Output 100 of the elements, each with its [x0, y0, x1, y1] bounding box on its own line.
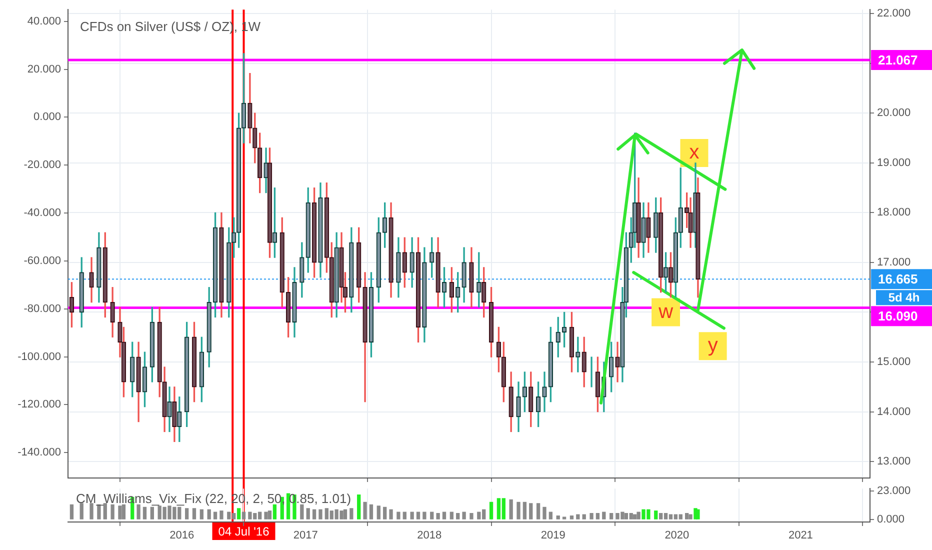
- y2-tick-label: 40.000: [27, 15, 61, 28]
- bar: [118, 506, 122, 520]
- bar: [536, 503, 540, 520]
- y2-tick-label: -60.000: [24, 254, 61, 267]
- text: 5d 4h: [888, 290, 920, 304]
- bar: [516, 502, 520, 520]
- bar: [696, 509, 700, 520]
- bar: [590, 513, 594, 520]
- bar: [684, 513, 689, 520]
- bar: [207, 509, 211, 520]
- y-tick-label: 19.000: [877, 156, 911, 169]
- ref-line-label: 16.665: [878, 272, 918, 287]
- bar: [462, 512, 466, 520]
- bar: [442, 512, 446, 520]
- bar: [213, 512, 218, 520]
- y2-tick-label: -140.000: [18, 446, 61, 459]
- bar: [220, 510, 224, 520]
- bar: [422, 512, 426, 520]
- bar: [268, 510, 272, 520]
- bar: [636, 512, 640, 520]
- annotation: y: [708, 334, 718, 357]
- bar: [654, 510, 658, 520]
- bar: [363, 502, 367, 520]
- x-tick-label: 2016: [170, 530, 194, 542]
- y-tick-label: 17.000: [877, 256, 911, 268]
- y2-tick-label: -20.000: [24, 159, 61, 172]
- y-tick-label: 23.000: [877, 485, 911, 498]
- y2-tick-label: 0.000: [33, 111, 61, 124]
- bar: [236, 508, 241, 520]
- bar: [489, 502, 494, 520]
- bar: [450, 512, 454, 520]
- x-tick-label: 2021: [788, 530, 813, 542]
- bar: [383, 506, 387, 520]
- y2-tick-label: 20.000: [27, 63, 61, 76]
- bar: [70, 504, 74, 520]
- y-tick-label: 14.000: [877, 406, 911, 418]
- bar: [542, 506, 546, 520]
- bar: [136, 504, 140, 520]
- bar: [416, 512, 420, 520]
- y-tick-label: 18.000: [877, 206, 911, 219]
- ref-line-label: 04 Jul '16: [218, 524, 270, 538]
- x-tick-label: 2019: [540, 530, 566, 542]
- bar: [306, 508, 310, 520]
- bar: [410, 512, 414, 520]
- bar: [350, 508, 354, 520]
- bar: [184, 508, 189, 520]
- bar: [610, 513, 614, 520]
- bar: [396, 512, 400, 520]
- bar: [522, 502, 527, 520]
- bar: [376, 506, 380, 520]
- annotation: w: [658, 300, 674, 323]
- bar: [602, 512, 606, 520]
- bar: [264, 512, 268, 520]
- bar: [300, 504, 304, 520]
- y-tick-label: 20.000: [877, 107, 911, 120]
- bar: [312, 509, 316, 520]
- y2-tick-label: -120.000: [18, 398, 61, 411]
- y-tick-label: 0.000: [877, 514, 905, 526]
- bar: [142, 506, 147, 520]
- bar: [556, 515, 560, 520]
- y2-tick-label: -100.000: [18, 350, 61, 363]
- bar: [456, 513, 460, 520]
- bar: [389, 509, 393, 520]
- y2-tick-label: -40.000: [24, 207, 61, 220]
- bar: [430, 512, 434, 520]
- x-tick-label: 2020: [664, 530, 690, 542]
- bar: [509, 499, 513, 520]
- y-tick-label: 22.000: [877, 8, 911, 20]
- bar: [242, 512, 246, 520]
- bar: [548, 512, 553, 520]
- bar: [596, 513, 600, 520]
- bar: [200, 509, 204, 520]
- bar: [369, 504, 374, 520]
- bar: [122, 504, 126, 520]
- bar: [150, 506, 154, 520]
- x-tick-label: 2018: [417, 530, 442, 542]
- bar: [562, 516, 566, 520]
- y-tick-label: 15.000: [877, 356, 911, 368]
- ref-line-label: 21.067: [878, 52, 918, 68]
- x-tick-label: 2017: [293, 530, 318, 542]
- y-tick-label: 13.000: [877, 456, 911, 468]
- bar: [97, 504, 101, 520]
- bar: [576, 514, 580, 520]
- bar: [343, 509, 348, 520]
- ref-line-label: 16.090: [878, 308, 918, 324]
- bar: [570, 515, 574, 520]
- bar: [357, 494, 361, 520]
- bar: [110, 504, 114, 520]
- annotation: x: [689, 141, 700, 164]
- bar: [688, 514, 692, 520]
- bar: [529, 503, 533, 520]
- bar: [436, 513, 440, 520]
- bar: [272, 504, 277, 520]
- bar: [192, 508, 196, 520]
- bar: [318, 509, 322, 520]
- bar: [582, 514, 586, 520]
- bar: [633, 514, 637, 520]
- y2-tick-label: -80.000: [24, 302, 61, 315]
- bar: [470, 513, 474, 520]
- bar: [402, 512, 406, 520]
